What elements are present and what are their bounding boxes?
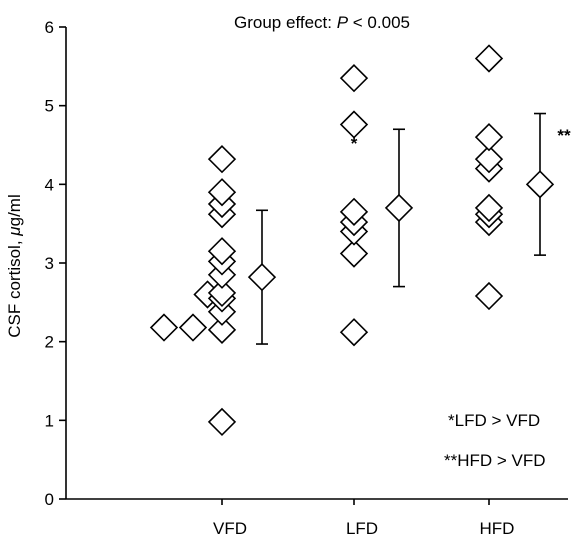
y-tick-label: 2 — [45, 333, 54, 352]
y-tick-label: 1 — [45, 411, 54, 430]
data-point — [474, 193, 504, 223]
data-point — [474, 123, 504, 152]
chart-title: Group effect: P < 0.005 — [234, 13, 410, 32]
x-tick-label: LFD — [346, 519, 378, 538]
data-point — [339, 318, 369, 347]
data-point — [339, 64, 369, 93]
axes — [59, 26, 568, 505]
data-point — [339, 197, 369, 226]
annotation-lfd-vs-vfd: *LFD > VFD — [448, 411, 540, 430]
y-tick-labels: 0 1 2 3 4 5 6 — [45, 18, 54, 509]
data-point — [149, 313, 179, 342]
mean-marker — [384, 193, 414, 223]
data-point — [474, 145, 504, 174]
x-tick-labels: VFD LFD HFD — [213, 519, 514, 538]
significance-mark: * — [351, 134, 358, 153]
mean-marker — [247, 263, 277, 292]
x-tick-label: HFD — [480, 519, 515, 538]
data-point — [207, 315, 237, 344]
group-summaries — [247, 112, 555, 345]
y-tick-label: 3 — [45, 254, 54, 273]
y-axis-label: CSF cortisol, μg/ml — [5, 194, 24, 337]
y-tick-label: 0 — [45, 490, 54, 509]
data-point — [474, 44, 504, 73]
data-point — [474, 281, 504, 311]
data-points — [149, 44, 504, 437]
data-point — [207, 145, 237, 174]
data-point — [339, 239, 369, 268]
significance-marks: * ** — [351, 126, 571, 153]
data-point — [178, 313, 208, 342]
y-tick-label: 6 — [45, 18, 54, 37]
data-point — [207, 237, 237, 266]
data-point — [207, 278, 237, 308]
y-tick-label: 5 — [45, 97, 54, 116]
x-tick-label: VFD — [213, 519, 247, 538]
data-point — [207, 407, 237, 437]
data-point — [339, 110, 369, 139]
mean-marker — [525, 170, 555, 199]
y-tick-label: 4 — [45, 175, 54, 194]
significance-mark: ** — [557, 126, 571, 145]
annotation-hfd-vs-vfd: **HFD > VFD — [444, 451, 546, 470]
data-point — [207, 178, 237, 207]
